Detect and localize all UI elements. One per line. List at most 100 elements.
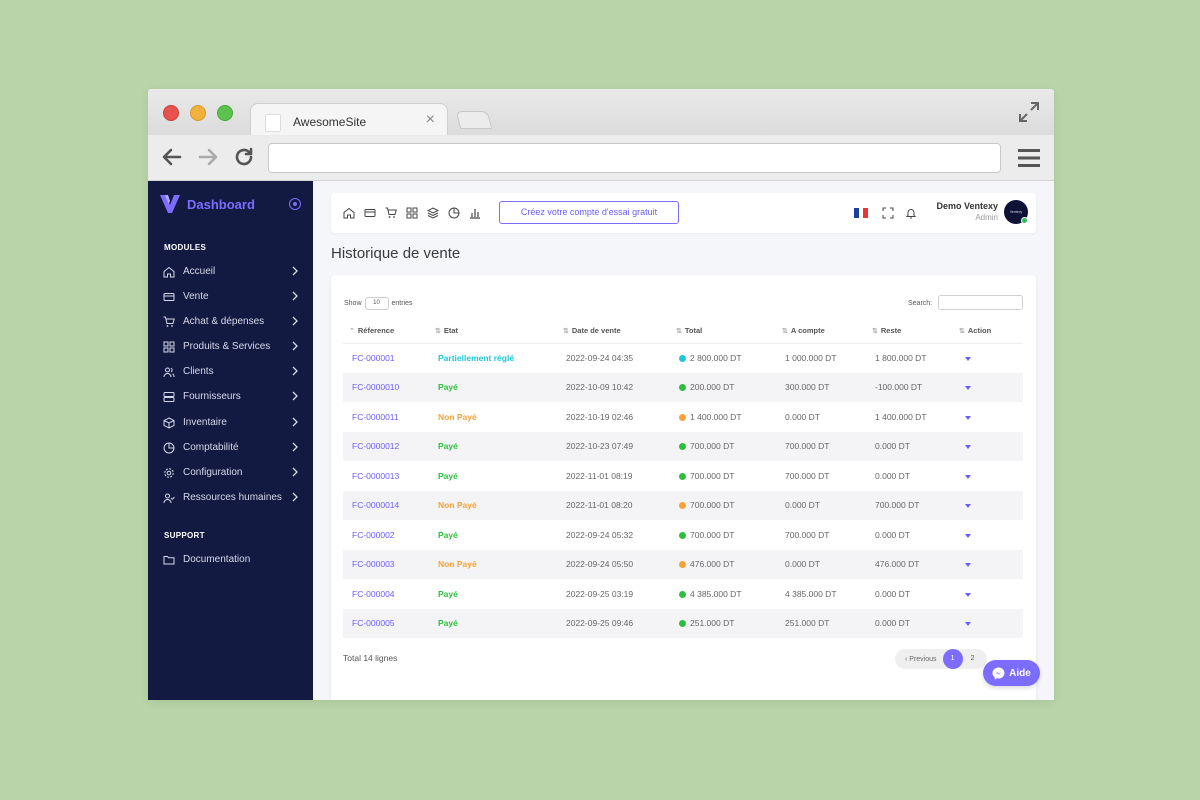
- reload-icon[interactable]: [232, 145, 256, 169]
- previous-page-button[interactable]: ‹ Previous: [905, 655, 937, 663]
- chevron-down-icon[interactable]: [965, 563, 971, 568]
- home-icon[interactable]: [343, 207, 355, 219]
- back-arrow-icon[interactable]: [160, 145, 184, 169]
- reste-cell: 1 400.000 DT: [875, 411, 927, 422]
- action-cell[interactable]: [953, 372, 1023, 402]
- entries-select[interactable]: 10: [364, 297, 389, 310]
- action-cell[interactable]: [953, 520, 1023, 550]
- browser-menu-icon[interactable]: [1018, 149, 1040, 167]
- action-cell[interactable]: [953, 431, 1023, 461]
- column-header-total[interactable]: ⇅ Total: [670, 318, 776, 344]
- chevron-down-icon[interactable]: [965, 504, 971, 509]
- grid-icon[interactable]: [406, 207, 418, 219]
- action-cell[interactable]: [953, 402, 1023, 432]
- gear-icon: [164, 467, 174, 478]
- free-trial-button[interactable]: Créez votre compte d'essai gratuit: [499, 201, 679, 224]
- search-input[interactable]: [938, 295, 1023, 310]
- table-row[interactable]: FC-0000014 Non Payé 2022-11-01 08:20 700.00…: [343, 490, 1023, 520]
- action-cell[interactable]: [953, 608, 1023, 638]
- sidebar-item-fournisseurs[interactable]: Fournisseurs: [148, 384, 313, 409]
- column-header-date[interactable]: ⇅ Date de vente: [557, 318, 670, 344]
- chevron-right-icon: [292, 291, 298, 301]
- reference-link[interactable]: FC-000002: [352, 529, 395, 540]
- fullscreen-icon[interactable]: [882, 207, 894, 219]
- online-status-badge: [1021, 217, 1028, 224]
- bell-icon[interactable]: [905, 207, 917, 219]
- brand[interactable]: Dashboard: [160, 195, 255, 213]
- sidebar-item-clients[interactable]: Clients: [148, 359, 313, 384]
- maximize-window-button[interactable]: [217, 105, 233, 121]
- page-2-button[interactable]: 2: [970, 655, 975, 662]
- help-button[interactable]: Aide: [983, 660, 1040, 686]
- reference-link[interactable]: FC-000003: [343, 549, 429, 579]
- new-tab-button[interactable]: [455, 111, 493, 129]
- table-row[interactable]: FC-000001 Partiellement réglé 2022-09-24 0…: [343, 343, 1023, 373]
- sidebar-item-documentation[interactable]: Documentation: [148, 547, 313, 572]
- table-row[interactable]: FC-000002 Payé 2022-09-24 05:32 700.000 DT 7…: [343, 520, 1023, 550]
- modules-section-label: MODULES: [164, 243, 207, 252]
- reference-link[interactable]: FC-0000011: [352, 411, 399, 422]
- table-row[interactable]: FC-0000013 Payé 2022-11-01 08:19 700.000 DT…: [343, 461, 1023, 491]
- expand-icon[interactable]: [1018, 101, 1040, 123]
- french-flag-icon[interactable]: [854, 208, 869, 218]
- address-bar-input[interactable]: [268, 143, 1001, 173]
- browser-tab[interactable]: AwesomeSite ×: [250, 103, 448, 137]
- reference-link[interactable]: FC-0000012: [343, 431, 429, 461]
- chevron-right-icon: [292, 366, 298, 376]
- reference-link[interactable]: FC-000004: [352, 588, 395, 599]
- table-row[interactable]: FC-0000010 Payé 2022-10-09 10:42 200.000 DT…: [343, 372, 1023, 402]
- action-cell[interactable]: [953, 579, 1023, 609]
- table-row[interactable]: FC-000005 Payé 2022-09-25 09:46 251.000 DT 2…: [343, 608, 1023, 638]
- chevron-down-icon[interactable]: [965, 415, 971, 420]
- chevron-down-icon[interactable]: [965, 592, 971, 597]
- sidebar-item-configuration[interactable]: Configuration: [148, 460, 313, 485]
- close-window-button[interactable]: [163, 105, 179, 121]
- reference-link[interactable]: FC-0000014: [343, 490, 429, 520]
- sidebar-item-achat[interactable]: Achat & dépenses: [148, 309, 313, 334]
- folder-icon: [163, 555, 175, 564]
- status-badge: Payé: [438, 470, 458, 481]
- chevron-down-icon[interactable]: [965, 445, 971, 450]
- table-header-row: ⌃ Réference ⇅ Etat ⇅ Date de vente ⇅ Total ⇅…: [343, 318, 1023, 344]
- column-header-reference[interactable]: ⌃ Réference: [343, 318, 429, 344]
- column-header-etat[interactable]: ⇅ Etat: [429, 318, 557, 344]
- avatar[interactable]: Ventexy: [1004, 200, 1028, 224]
- reste-cell: 0.000 DT: [875, 529, 910, 540]
- bar-chart-icon[interactable]: [469, 207, 481, 219]
- forward-arrow-icon[interactable]: [196, 145, 220, 169]
- chevron-down-icon[interactable]: [965, 357, 971, 361]
- sidebar-item-inventaire[interactable]: Inventaire: [148, 410, 313, 435]
- page-1-button[interactable]: 1: [942, 649, 963, 669]
- action-cell[interactable]: [953, 490, 1023, 520]
- column-header-reste[interactable]: ⇅ Reste: [866, 318, 953, 344]
- sidebar-collapse-icon[interactable]: [289, 198, 301, 210]
- minimize-window-button[interactable]: [190, 105, 206, 121]
- chevron-down-icon[interactable]: [965, 386, 971, 391]
- chevron-down-icon[interactable]: [965, 533, 971, 538]
- reference-link[interactable]: FC-0000013: [352, 470, 400, 481]
- action-cell[interactable]: [953, 343, 1023, 373]
- reference-link[interactable]: FC-0000010: [343, 372, 429, 402]
- sidebar-item-accueil[interactable]: Accueil: [148, 259, 313, 284]
- tab-close-icon[interactable]: ×: [425, 111, 435, 128]
- table-row[interactable]: FC-0000011 Non Payé 2022-10-19 02:46 1 400.…: [343, 402, 1023, 432]
- layers-icon[interactable]: [427, 207, 439, 219]
- reference-link[interactable]: FC-000005: [343, 608, 429, 638]
- sidebar-item-comptabilite[interactable]: Comptabilité: [148, 435, 313, 460]
- column-header-acompte[interactable]: ⇅ A compte: [776, 318, 866, 344]
- sidebar-item-produits[interactable]: Produits & Services: [148, 334, 313, 359]
- table-row[interactable]: FC-000004 Payé 2022-09-25 03:19 4 385.000 D…: [343, 579, 1023, 609]
- cart-icon[interactable]: [385, 207, 397, 219]
- chevron-down-icon[interactable]: [965, 622, 971, 627]
- sidebar-item-ressources-humaines[interactable]: Ressources humaines: [148, 485, 313, 510]
- chevron-down-icon[interactable]: [965, 474, 971, 479]
- sidebar-item-vente[interactable]: Vente: [148, 284, 313, 309]
- action-cell[interactable]: [953, 461, 1023, 491]
- table-row[interactable]: FC-000003 Non Payé 2022-09-24 05:50 476.000…: [343, 549, 1023, 579]
- pie-chart-icon[interactable]: [448, 207, 460, 219]
- reference-link[interactable]: FC-000001: [352, 353, 395, 363]
- action-cell[interactable]: [953, 549, 1023, 579]
- table-row[interactable]: FC-0000012 Payé 2022-10-23 07:49 700.000 DT…: [343, 431, 1023, 461]
- reste-cell: 0.000 DT: [875, 470, 910, 481]
- credit-card-icon[interactable]: [364, 207, 376, 219]
